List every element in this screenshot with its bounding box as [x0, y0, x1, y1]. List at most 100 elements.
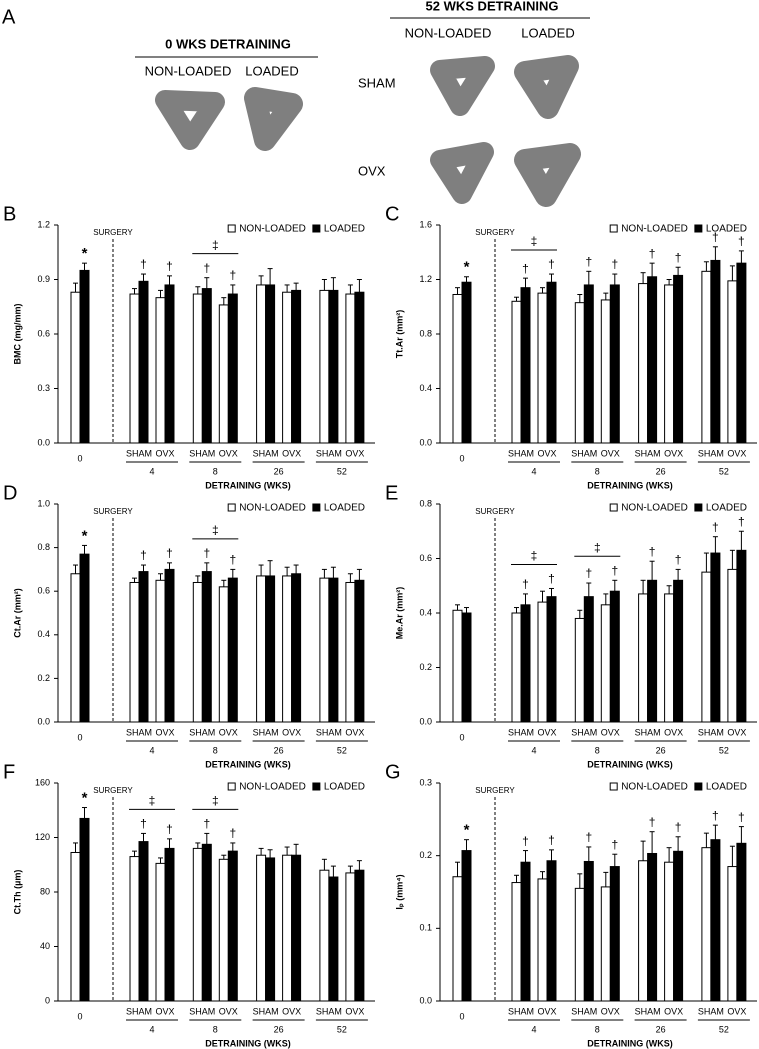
y-tick-label: 0.2: [419, 850, 432, 860]
y-axis-title: Iₚ (mm⁴): [394, 874, 404, 909]
bar: [138, 571, 149, 723]
significance-mark: *: [82, 245, 88, 262]
group-label: 8: [213, 466, 218, 476]
bar: [710, 552, 721, 723]
significance-mark: †: [166, 259, 173, 273]
group-label: 0: [459, 453, 464, 463]
bar: [291, 854, 302, 1002]
bar: [138, 841, 149, 1002]
y-tick-label: 0.8: [419, 328, 432, 338]
bar: [345, 872, 356, 1002]
significance-mark: †: [229, 553, 236, 567]
x-tick-label: SHAM: [126, 727, 152, 737]
bar: [673, 850, 684, 1002]
x-axis-title: DETRAINING (WKS): [205, 1038, 291, 1048]
significance-mark: †: [585, 566, 592, 580]
bar: [520, 861, 531, 1002]
x-tick-label: OVX: [345, 448, 364, 458]
bar: [265, 575, 276, 723]
column-label: LOADED: [521, 25, 574, 40]
significance-mark: †: [675, 250, 682, 264]
x-tick-label: SHAM: [508, 448, 534, 458]
significance-mark: †: [203, 546, 210, 560]
y-axis-title: Ct.Th (µm): [12, 870, 22, 915]
bar: [70, 851, 81, 1002]
x-tick-label: OVX: [601, 727, 620, 737]
significance-mark: †: [649, 246, 656, 260]
significance-mark: †: [203, 261, 210, 275]
x-tick-label: OVX: [155, 727, 174, 737]
x-tick-label: OVX: [219, 727, 238, 737]
bracket-label: ‡: [212, 794, 219, 808]
significance-mark: †: [203, 817, 210, 831]
group-label: 52: [719, 1024, 729, 1034]
group-label: 0: [77, 1011, 82, 1021]
y-axis-title: Me.Ar (mm²): [394, 587, 404, 640]
bar: [138, 280, 149, 444]
significance-mark: †: [675, 820, 682, 834]
bar: [583, 284, 594, 444]
x-axis-title: DETRAINING (WKS): [205, 480, 291, 490]
y-tick-label: 0.6: [37, 586, 50, 596]
group-label: 26: [274, 745, 284, 755]
y-tick-label: 0.6: [419, 553, 432, 563]
x-tick-label: SHAM: [571, 448, 597, 458]
x-tick-label: OVX: [601, 1006, 620, 1016]
x-tick-label: SHAM: [316, 727, 342, 737]
group-label: 8: [595, 1024, 600, 1034]
row-label: OVX: [358, 163, 386, 178]
bar: [673, 579, 684, 723]
bar: [461, 850, 472, 1002]
x-tick-label: OVX: [345, 727, 364, 737]
bar: [511, 300, 522, 444]
x-tick-label: SHAM: [698, 727, 724, 737]
bar: [600, 299, 611, 444]
legend-swatch: [227, 782, 236, 791]
panel-label: C: [385, 203, 399, 225]
y-tick-label: 0.9: [37, 274, 50, 284]
bar: [664, 593, 675, 723]
bar: [600, 886, 611, 1002]
x-tick-label: OVX: [727, 727, 746, 737]
bar: [727, 280, 738, 444]
bar: [291, 289, 302, 444]
significance-mark: †: [611, 563, 618, 577]
significance-mark: †: [548, 572, 555, 586]
annotation: SURGERY: [93, 786, 133, 795]
bar: [546, 860, 557, 1002]
y-axis-title: Ct.Ar (mm²): [12, 588, 22, 638]
group-label: 8: [213, 745, 218, 755]
x-tick-label: SHAM: [189, 727, 215, 737]
significance-mark: †: [140, 548, 147, 562]
bar: [282, 291, 293, 444]
bar: [710, 259, 721, 444]
x-axis-title: DETRAINING (WKS): [587, 480, 673, 490]
significance-mark: *: [82, 527, 88, 544]
bar: [201, 288, 212, 444]
legend-label: NON-LOADED: [621, 503, 688, 514]
x-axis-title: DETRAINING (WKS): [587, 1038, 673, 1048]
bar: [227, 850, 238, 1002]
x-tick-label: OVX: [155, 1006, 174, 1016]
bar: [79, 553, 90, 723]
significance-mark: †: [522, 261, 529, 275]
bar: [574, 887, 585, 1002]
x-tick-label: SHAM: [635, 448, 661, 458]
bar: [319, 289, 330, 444]
panel-label: F: [3, 761, 15, 783]
bar: [701, 571, 712, 723]
y-tick-label: 40: [40, 941, 50, 951]
bar: [319, 869, 330, 1002]
y-tick-label: 0.1: [419, 923, 432, 933]
group-label: 8: [595, 466, 600, 476]
bar: [192, 293, 203, 444]
bar: [461, 612, 472, 723]
bar: [256, 284, 267, 444]
x-tick-label: OVX: [282, 1006, 301, 1016]
bar: [227, 577, 238, 723]
group-title: 0 WKS DETRAINING: [165, 36, 291, 51]
bar: [192, 847, 203, 1002]
panel-label: A: [2, 6, 16, 28]
bar: [256, 575, 267, 723]
